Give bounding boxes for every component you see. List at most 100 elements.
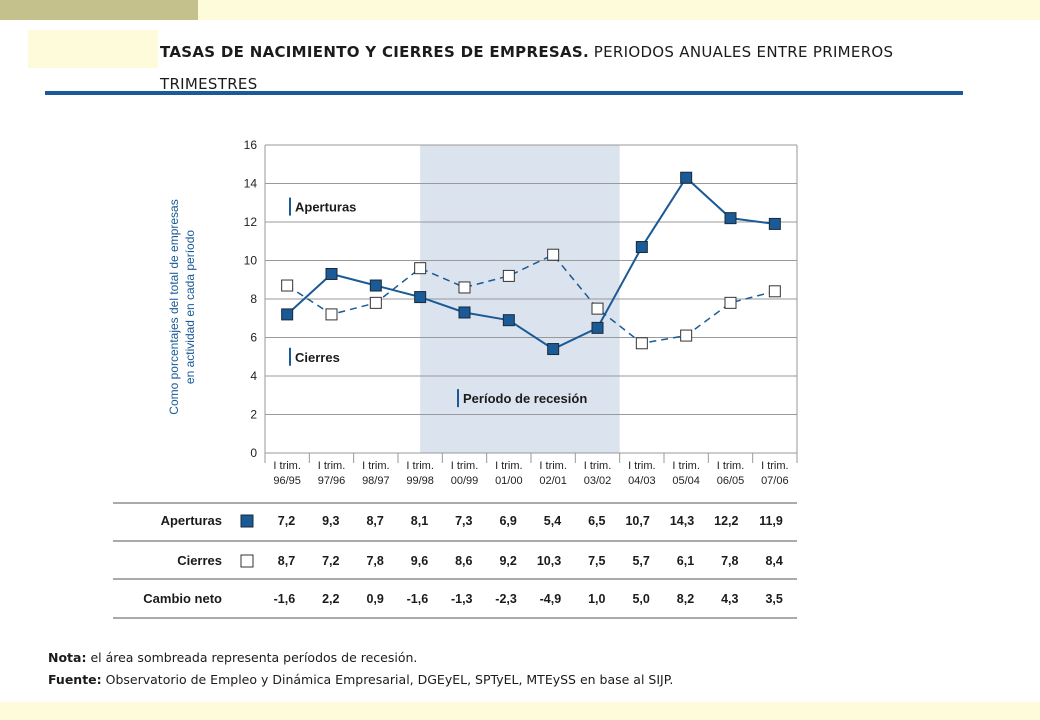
y-tick-label: 12 — [244, 215, 258, 229]
aperturas-point — [724, 212, 737, 225]
table-cell: 10,7 — [625, 514, 649, 528]
aperturas-point — [325, 267, 338, 280]
bottom-band — [0, 702, 1040, 720]
aperturas-line — [286, 176, 775, 351]
aperturas-point — [369, 279, 382, 292]
table-cell: 9,2 — [499, 554, 516, 568]
aperturas-point — [635, 241, 648, 254]
aperturas-point — [768, 217, 781, 230]
x-tick-label: I trim. — [628, 460, 656, 472]
x-tick-label: 02/01 — [539, 475, 567, 487]
table-cell: 12,2 — [714, 514, 738, 528]
cierres-point — [369, 296, 382, 309]
y-tick-label: 8 — [250, 292, 257, 306]
table-cell: -4,9 — [540, 592, 562, 606]
table-cell: -1,6 — [407, 592, 429, 606]
x-tick-label: I trim. — [451, 460, 479, 472]
chart-title-bold: TASAS DE NACIMIENTO Y CIERRES DE EMPRESA… — [160, 43, 589, 61]
chart-title: TASAS DE NACIMIENTO Y CIERRES DE EMPRESA… — [160, 36, 970, 100]
x-tick-label: I trim. — [273, 460, 301, 472]
table-cell: 2,2 — [322, 592, 339, 606]
table-cell: 8,7 — [366, 514, 383, 528]
x-tick-label: I trim. — [362, 460, 390, 472]
table-cell: -2,3 — [495, 592, 517, 606]
x-tick-label: I trim. — [406, 460, 434, 472]
note-line: Nota: el área sombreada representa perío… — [48, 650, 417, 665]
cierres-point — [502, 269, 515, 282]
cierres-point — [591, 302, 604, 315]
y-tick-label: 2 — [250, 408, 257, 422]
source-text: Observatorio de Empleo y Dinámica Empres… — [101, 672, 674, 687]
y-tick-label: 0 — [250, 446, 257, 460]
aperturas-point — [458, 306, 471, 319]
cierres-point — [635, 337, 648, 350]
table-row-label: Cambio neto — [143, 591, 222, 606]
table-cell: 9,6 — [411, 554, 428, 568]
x-tick-label: 97/96 — [318, 475, 346, 487]
x-tick-label: 05/04 — [672, 475, 700, 487]
table-cell: 7,8 — [366, 554, 383, 568]
cierres-point — [768, 285, 781, 298]
aperturas-point — [591, 321, 604, 334]
table-cell: 6,1 — [677, 554, 694, 568]
cierres-point — [724, 296, 737, 309]
y-tick-label: 6 — [250, 331, 257, 345]
x-tick-label: I trim. — [717, 460, 745, 472]
table-cell: 1,0 — [588, 592, 605, 606]
table-cell: 6,5 — [588, 514, 605, 528]
x-tick-label: I trim. — [761, 460, 789, 472]
table-cell: 7,2 — [278, 514, 295, 528]
table-row-label: Aperturas — [161, 513, 222, 528]
table-cell: 8,1 — [411, 514, 428, 528]
table-cell: 9,3 — [322, 514, 339, 528]
x-tick-label: I trim. — [584, 460, 612, 472]
cierres-legend-marker — [240, 554, 254, 568]
table-cell: 7,8 — [721, 554, 738, 568]
y-tick-label: 4 — [250, 369, 257, 383]
chart-title-rest: PERIODOS ANUALES ENTRE PRIMEROS TRIMESTR… — [160, 43, 894, 93]
x-tick-label: I trim. — [672, 460, 700, 472]
table-cell: 11,9 — [759, 514, 783, 528]
table-cell: 6,9 — [499, 514, 516, 528]
cierres-point — [680, 329, 693, 342]
source-line: Fuente: Observatorio de Empleo y Dinámic… — [48, 672, 673, 687]
table-row-label: Cierres — [177, 553, 222, 568]
table-cell: 8,4 — [765, 554, 782, 568]
table-cell: 5,0 — [632, 592, 649, 606]
title-patch — [28, 30, 158, 68]
table-cell: 8,2 — [677, 592, 694, 606]
cierres-point — [547, 248, 560, 261]
recession-label: Período de recesión — [463, 391, 587, 406]
aperturas-annotation: Aperturas — [295, 200, 356, 215]
y-axis-label-line1: Como porcentajes del total de empresas — [167, 199, 181, 414]
table-cell: 3,5 — [765, 592, 782, 606]
y-axis-label-line2: en actividad en cada período — [183, 230, 197, 384]
cierres-point — [414, 262, 427, 275]
table-cell: -1,6 — [274, 592, 296, 606]
aperturas-point — [547, 343, 560, 356]
top-band — [0, 0, 1040, 20]
table-cell: 14,3 — [670, 514, 694, 528]
title-rule — [45, 91, 963, 95]
y-tick-label: 14 — [244, 177, 258, 191]
x-tick-label: 98/97 — [362, 475, 390, 487]
note-label: Nota: — [48, 650, 87, 665]
x-tick-label: 96/95 — [273, 475, 301, 487]
x-tick-label: 07/06 — [761, 475, 789, 487]
y-tick-label: 10 — [244, 254, 258, 268]
x-tick-label: 99/98 — [406, 475, 434, 487]
note-text: el área sombreada representa períodos de… — [86, 650, 418, 665]
top-band-block — [0, 0, 198, 20]
aperturas-point — [680, 171, 693, 184]
aperturas-point — [281, 308, 294, 321]
table-cell: 8,6 — [455, 554, 472, 568]
cierres-point — [325, 308, 338, 321]
table-cell: -1,3 — [451, 592, 473, 606]
table-cell: 4,3 — [721, 592, 738, 606]
cierres-point — [281, 279, 294, 292]
table-cell: 7,3 — [455, 514, 472, 528]
table-cell: 5,4 — [544, 514, 561, 528]
table-cell: 5,7 — [632, 554, 649, 568]
table-cell: 8,7 — [278, 554, 295, 568]
x-tick-label: I trim. — [539, 460, 567, 472]
